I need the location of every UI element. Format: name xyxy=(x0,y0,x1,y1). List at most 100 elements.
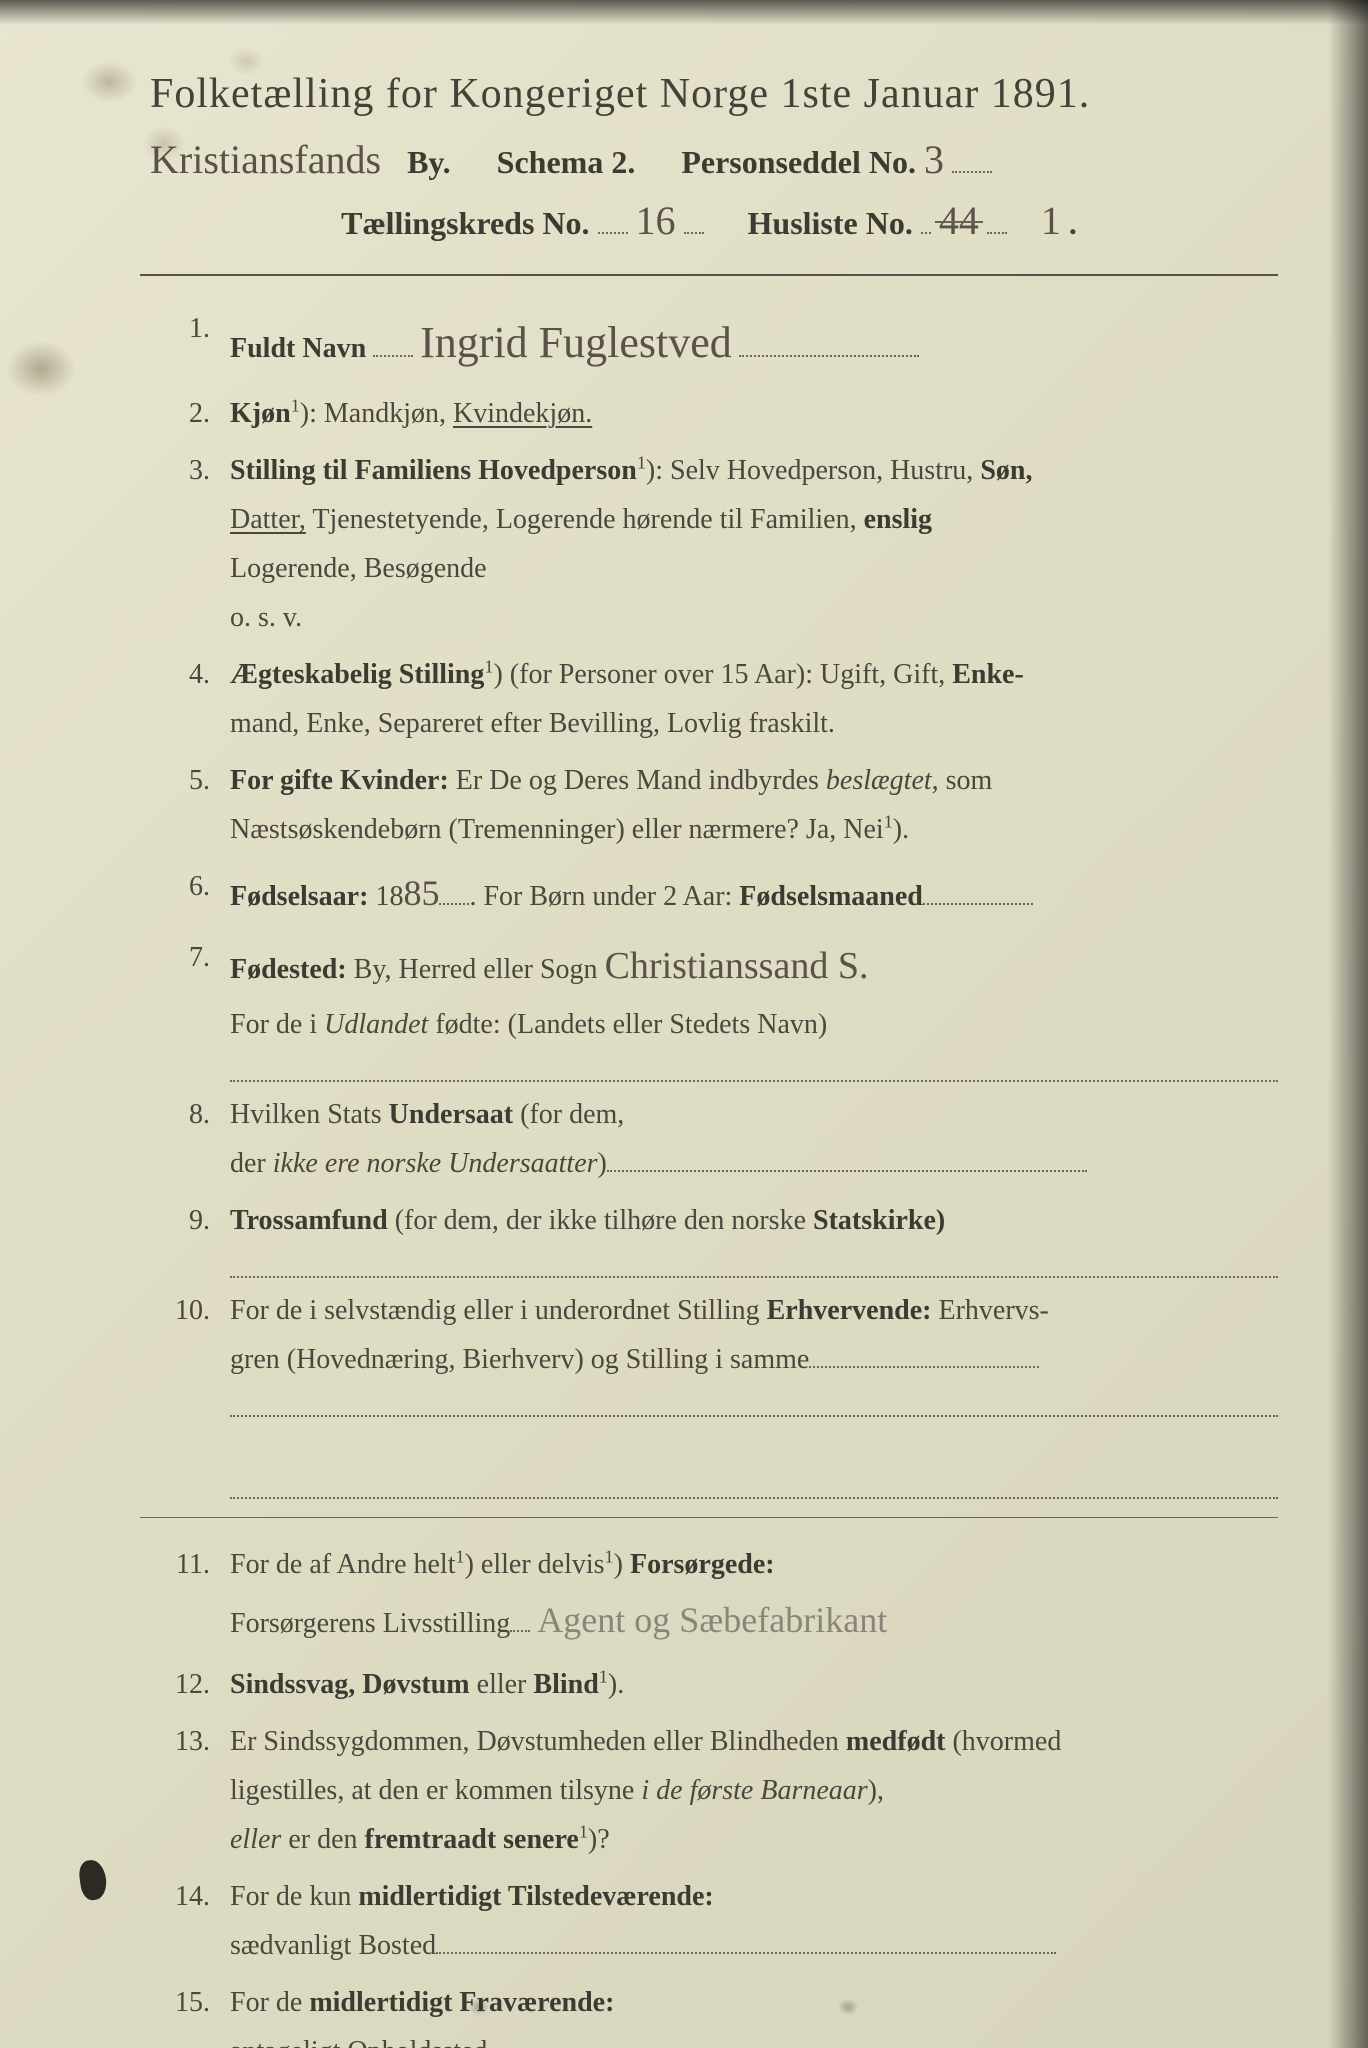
item-8-num: 8. xyxy=(140,1090,230,1139)
item-11-num: 11. xyxy=(140,1540,230,1589)
item-8-line1a: Hvilken Stats xyxy=(230,1099,389,1130)
item-8-label: Undersaat xyxy=(389,1099,513,1130)
taellingskreds-no-hw: 16 xyxy=(636,198,676,243)
item-11-line1b: ) eller delvis xyxy=(465,1549,605,1580)
item-8-line2b: ) xyxy=(598,1148,607,1179)
item-13-line3i: eller xyxy=(230,1824,281,1855)
item-13: 13. Er Sindssygdommen, Døvstumheden elle… xyxy=(140,1717,1278,1864)
item-8: 8. Hvilken Stats Undersaat (for dem, der… xyxy=(140,1090,1278,1188)
header-line-3: Tællingskreds No. 16 Husliste No. 44 1 . xyxy=(140,197,1278,244)
item-5-line1i: beslægtet, xyxy=(826,765,939,796)
item-6-mid: . For Børn under 2 Aar: xyxy=(469,881,739,912)
item-3-line3: Logerende, Besøgende xyxy=(230,553,487,584)
item-13-line3a: er den xyxy=(281,1824,364,1855)
item-8-line2i: ikke ere norske Undersaatter xyxy=(273,1148,598,1179)
item-11-line2: Forsørgerens Livsstilling xyxy=(230,1608,510,1639)
item-7-line2b: fødte: (Landets eller Stedets Navn) xyxy=(428,1009,827,1040)
item-11-line1a: For de af Andre helt xyxy=(230,1549,456,1580)
item-7-line2i: Udlandet xyxy=(324,1009,428,1040)
item-13-num: 13. xyxy=(140,1717,230,1766)
item-13-i2: i de første Barneaar xyxy=(641,1775,867,1806)
item-12-num: 12. xyxy=(140,1660,230,1709)
item-10-line2: gren (Hovednæring, Bierhverv) og Stillin… xyxy=(230,1344,809,1375)
item-4-line1: ) (for Personer over 15 Aar): Ugift, Gif… xyxy=(493,659,952,690)
item-3-label: Stilling til Familiens Hovedperson xyxy=(230,455,637,486)
item-14: 14. For de kun midlertidigt Tilstedevære… xyxy=(140,1872,1278,1970)
item-15: 15. For de midlertidigt Fraværende: anta… xyxy=(140,1978,1278,2048)
item-3-line2b: enslig xyxy=(864,504,932,535)
item-6-label-a: Fødselsaar: xyxy=(230,881,368,912)
item-11-sup1: 1 xyxy=(456,1547,465,1567)
husliste-struck-hw: 44 xyxy=(939,198,979,243)
header-block: Folketælling for Kongeriget Norge 1ste J… xyxy=(140,70,1278,244)
item-5-line1b: som xyxy=(939,765,993,796)
husliste-no-hw: 1 xyxy=(1041,198,1061,243)
item-3: 3. Stilling til Familiens Hovedperson1):… xyxy=(140,446,1278,642)
item-5-num: 5. xyxy=(140,756,230,805)
item-3-line1b: Søn, xyxy=(980,455,1032,486)
item-12-label2: Blind xyxy=(533,1669,598,1700)
item-10-line1a: For de i selvstændig eller i underordnet… xyxy=(230,1295,767,1326)
item-2-text-a: ): Mandkjøn, xyxy=(300,398,453,429)
item-7: 7. Fødested: By, Herred eller Sogn Chris… xyxy=(140,933,1278,1082)
item-11-sup2: 1 xyxy=(605,1547,614,1567)
scan-top-shadow xyxy=(0,0,1368,25)
item-9-line1: (for dem, der ikke tilhøre den norske xyxy=(388,1205,813,1236)
item-11: 11. For de af Andre helt1) eller delvis1… xyxy=(140,1540,1278,1652)
item-12-mid: eller xyxy=(470,1669,534,1700)
item-14-line1a: For de kun xyxy=(230,1881,358,1912)
item-2-label: Kjøn xyxy=(230,398,291,429)
by-label: By. xyxy=(407,144,451,180)
personseddel-label: Personseddel No. xyxy=(681,144,916,180)
item-7-line1a: By, Herred eller Sogn xyxy=(347,954,605,985)
item-7-label: Fødested: xyxy=(230,954,347,985)
item-8-line1b: (for dem, xyxy=(513,1099,624,1130)
item-1: 1. Fuldt Navn Ingrid Fuglestved xyxy=(140,304,1278,381)
item-14-num: 14. xyxy=(140,1872,230,1921)
item-6: 6. Fødselsaar: 1885. For Børn under 2 Aa… xyxy=(140,862,1278,925)
item-5-label: For gifte Kvinder: xyxy=(230,765,449,796)
item-12-sup: 1 xyxy=(599,1667,608,1687)
item-15-num: 15. xyxy=(140,1978,230,2027)
ink-blot xyxy=(77,1858,108,1901)
item-10-label: Erhvervende: xyxy=(767,1295,932,1326)
item-2: 2. Kjøn1): Mandkjøn, Kvindekjøn. xyxy=(140,389,1278,438)
item-7-value-hw: Christianssand S. xyxy=(605,945,869,987)
mid-rule xyxy=(140,1517,1278,1518)
item-5-line2end: ). xyxy=(893,814,909,845)
item-7-num: 7. xyxy=(140,933,230,982)
item-9-line1b: Statskirke) xyxy=(813,1205,945,1236)
item-3-line2-ul: Datter, xyxy=(230,504,306,535)
item-6-label-b: Fødselsmaaned xyxy=(739,881,923,912)
item-2-underlined: Kvindekjøn. xyxy=(453,398,592,429)
item-12-end: ). xyxy=(608,1669,624,1700)
personseddel-no-hw: 3 xyxy=(924,137,944,182)
item-13-b1: medfødt xyxy=(846,1726,946,1757)
item-6-year-hw: 85 xyxy=(403,873,439,913)
item-4: 4. Ægteskabelig Stilling1) (for Personer… xyxy=(140,650,1278,748)
husliste-label: Husliste No. xyxy=(748,205,913,241)
census-form-page: Folketælling for Kongeriget Norge 1ste J… xyxy=(0,0,1368,2048)
item-3-line4: o. s. v. xyxy=(230,602,302,633)
item-14-line2: sædvanligt Bosted xyxy=(230,1930,436,1961)
item-15-line2: antageligt Opholdssted xyxy=(230,2036,487,2048)
item-13-line2a: ligestilles, at den er kommen tilsyne xyxy=(230,1775,641,1806)
main-title: Folketælling for Kongeriget Norge 1ste J… xyxy=(140,70,1278,118)
item-9-num: 9. xyxy=(140,1196,230,1245)
item-12: 12. Sindssvag, Døvstum eller Blind1). xyxy=(140,1660,1278,1709)
item-1-label: Fuldt Navn xyxy=(230,333,366,364)
item-9-label: Trossamfund xyxy=(230,1205,388,1236)
item-6-num: 6. xyxy=(140,862,230,911)
item-11-label: Forsørgede: xyxy=(630,1549,775,1580)
item-15-line1a: For de xyxy=(230,1987,309,2018)
item-13-line1b: (hvormed xyxy=(945,1726,1061,1757)
item-3-line1a: ): Selv Hovedperson, Hustru, xyxy=(646,455,980,486)
item-9: 9. Trossamfund (for dem, der ikke tilhør… xyxy=(140,1196,1278,1278)
item-11-value-hw: Agent og Sæbefabrikant xyxy=(537,1600,887,1640)
item-10-line1b: Erhvervs- xyxy=(931,1295,1048,1326)
item-14-label: midlertidigt Tilstedeværende: xyxy=(358,1881,713,1912)
item-2-sup: 1 xyxy=(291,396,300,416)
header-line-2: Kristiansfands By. Schema 2. Personsedde… xyxy=(140,136,1278,183)
item-13-sup: 1 xyxy=(579,1822,588,1842)
item-4-label: Ægteskabelig Stilling xyxy=(230,659,484,690)
